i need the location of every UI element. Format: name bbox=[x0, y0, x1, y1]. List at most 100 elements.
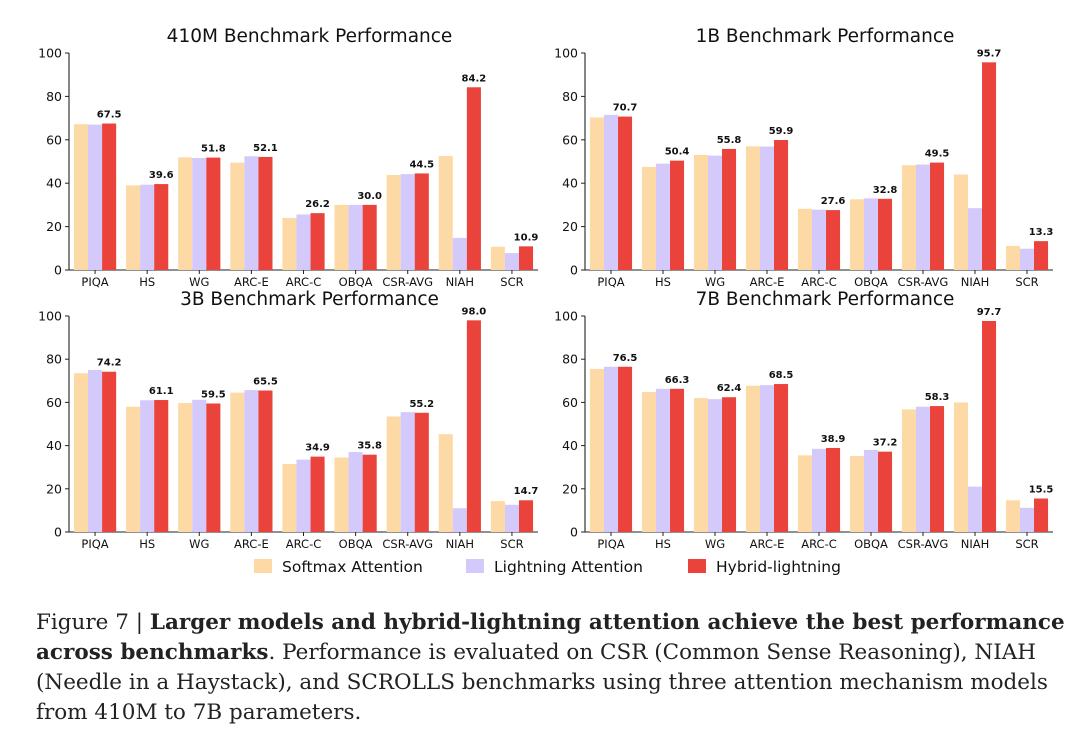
x-tick-label: WG bbox=[189, 537, 209, 551]
bar-lightning-attention-obqa bbox=[863, 198, 879, 270]
data-label: 97.7 bbox=[977, 307, 1002, 318]
x-tick-label: WG bbox=[705, 275, 725, 289]
bar-hybrid-lightning-niah bbox=[982, 62, 997, 271]
bar-softmax-attention-csr-avg bbox=[386, 416, 401, 532]
y-tick-label: 100 bbox=[554, 46, 578, 61]
caption-bold: Larger models and hybrid-lightning atten… bbox=[36, 610, 1065, 665]
bar-softmax-attention-hs bbox=[641, 392, 656, 532]
bar-lightning-attention-arc-e bbox=[759, 146, 775, 270]
bar-softmax-attention-obqa bbox=[334, 204, 349, 270]
bar-softmax-attention-wg bbox=[178, 403, 193, 532]
y-tick-label: 20 bbox=[562, 219, 578, 234]
data-label: 98.0 bbox=[462, 306, 487, 317]
chart-title: 1B Benchmark Performance bbox=[696, 26, 955, 47]
x-tick-label: ARC-C bbox=[801, 275, 837, 289]
bar-softmax-attention-arc-c bbox=[282, 463, 297, 532]
bar-softmax-attention-scr bbox=[1005, 245, 1020, 270]
y-tick-label: 100 bbox=[38, 309, 62, 324]
x-tick-label: SCR bbox=[1015, 275, 1038, 289]
bar-hybrid-lightning-obqa bbox=[362, 454, 377, 532]
x-tick-label: CSR-AVG bbox=[382, 537, 433, 551]
bar-hybrid-lightning-scr bbox=[1034, 241, 1049, 270]
bar-lightning-attention-hs bbox=[140, 184, 155, 270]
y-tick-label: 20 bbox=[46, 481, 62, 496]
x-tick-label: ARC-E bbox=[234, 275, 269, 289]
y-tick-label: 40 bbox=[562, 176, 578, 191]
bar-softmax-attention-niah bbox=[953, 174, 968, 270]
data-label: 38.9 bbox=[821, 434, 846, 445]
bar-softmax-attention-scr bbox=[490, 501, 505, 532]
data-label: 66.3 bbox=[665, 375, 690, 386]
y-tick-label: 80 bbox=[46, 89, 62, 104]
bar-hybrid-lightning-arc-c bbox=[310, 456, 325, 532]
caption-prefix: Figure 7 | bbox=[36, 610, 150, 635]
bar-hybrid-lightning-csr-avg bbox=[414, 412, 429, 532]
bar-lightning-attention-obqa bbox=[348, 452, 363, 532]
x-tick-label: NIAH bbox=[961, 537, 990, 551]
bar-softmax-attention-obqa bbox=[849, 199, 864, 270]
y-tick-label: 40 bbox=[562, 438, 578, 453]
bar-lightning-attention-arc-c bbox=[811, 209, 827, 270]
bar-lightning-attention-arc-e bbox=[759, 385, 775, 532]
data-label: 13.3 bbox=[1029, 227, 1054, 238]
bar-lightning-attention-piqa bbox=[88, 124, 103, 270]
bar-lightning-attention-arc-c bbox=[296, 459, 311, 532]
bar-softmax-attention-niah bbox=[438, 156, 453, 270]
data-label: 70.7 bbox=[613, 103, 638, 114]
bar-hybrid-lightning-wg bbox=[722, 148, 737, 270]
bar-hybrid-lightning-arc-e bbox=[774, 140, 789, 270]
data-label: 58.3 bbox=[925, 392, 950, 403]
data-label: 35.8 bbox=[357, 441, 382, 452]
data-label: 32.8 bbox=[873, 185, 898, 196]
bar-hybrid-lightning-hs bbox=[670, 388, 685, 532]
y-tick-label: 80 bbox=[562, 89, 578, 104]
bar-hybrid-lightning-csr-avg bbox=[414, 173, 429, 270]
bar-softmax-attention-csr-avg bbox=[901, 165, 916, 270]
x-tick-label: OBQA bbox=[854, 275, 888, 289]
bar-lightning-attention-arc-e bbox=[244, 156, 259, 270]
x-tick-label: CSR-AVG bbox=[382, 275, 433, 289]
x-tick-label: ARC-E bbox=[750, 537, 785, 551]
x-tick-label: PIQA bbox=[597, 275, 624, 289]
x-tick-label: HS bbox=[655, 275, 671, 289]
bar-softmax-attention-hs bbox=[126, 406, 141, 532]
bar-hybrid-lightning-arc-e bbox=[258, 156, 273, 270]
bar-softmax-attention-arc-e bbox=[745, 385, 760, 532]
x-tick-label: PIQA bbox=[81, 275, 108, 289]
bar-hybrid-lightning-hs bbox=[154, 400, 169, 532]
bar-lightning-attention-wg bbox=[707, 155, 723, 270]
y-tick-label: 40 bbox=[46, 438, 62, 453]
bar-hybrid-lightning-wg bbox=[206, 157, 221, 270]
bar-softmax-attention-piqa bbox=[589, 117, 604, 270]
bar-hybrid-lightning-niah bbox=[982, 320, 997, 532]
bar-lightning-attention-piqa bbox=[603, 114, 619, 270]
y-tick-label: 60 bbox=[46, 132, 62, 147]
bar-hybrid-lightning-hs bbox=[670, 160, 685, 270]
bar-softmax-attention-piqa bbox=[73, 124, 89, 271]
legend: Softmax Attention Lightning Attention Hybr… bbox=[254, 558, 841, 576]
data-label: 51.8 bbox=[201, 144, 226, 155]
x-tick-label: CSR-AVG bbox=[898, 537, 949, 551]
data-label: 59.5 bbox=[201, 389, 226, 400]
bar-lightning-attention-piqa bbox=[603, 366, 619, 532]
y-tick-label: 80 bbox=[46, 352, 62, 367]
bar-hybrid-lightning-piqa bbox=[102, 371, 117, 532]
data-label: 26.2 bbox=[305, 199, 330, 210]
bar-hybrid-lightning-arc-c bbox=[826, 210, 841, 270]
data-label: 84.2 bbox=[462, 73, 487, 84]
chart-panel-0: 410M Benchmark Performance 0 20 40 60 80 100 67… bbox=[38, 26, 538, 289]
data-label: 15.5 bbox=[1029, 485, 1054, 496]
bar-softmax-attention-wg bbox=[693, 154, 708, 270]
y-tick-label: 0 bbox=[54, 525, 62, 540]
bar-softmax-attention-wg bbox=[693, 398, 708, 532]
x-tick-label: ARC-E bbox=[234, 537, 269, 551]
x-tick-label: HS bbox=[655, 537, 671, 551]
bar-lightning-attention-piqa bbox=[88, 370, 103, 532]
data-label: 34.9 bbox=[305, 443, 330, 454]
data-label: 62.4 bbox=[717, 383, 742, 394]
data-label: 52.1 bbox=[253, 143, 278, 154]
bar-lightning-attention-scr bbox=[504, 504, 519, 532]
data-label: 37.2 bbox=[873, 438, 898, 449]
x-tick-label: PIQA bbox=[81, 537, 108, 551]
x-tick-label: HS bbox=[139, 537, 155, 551]
